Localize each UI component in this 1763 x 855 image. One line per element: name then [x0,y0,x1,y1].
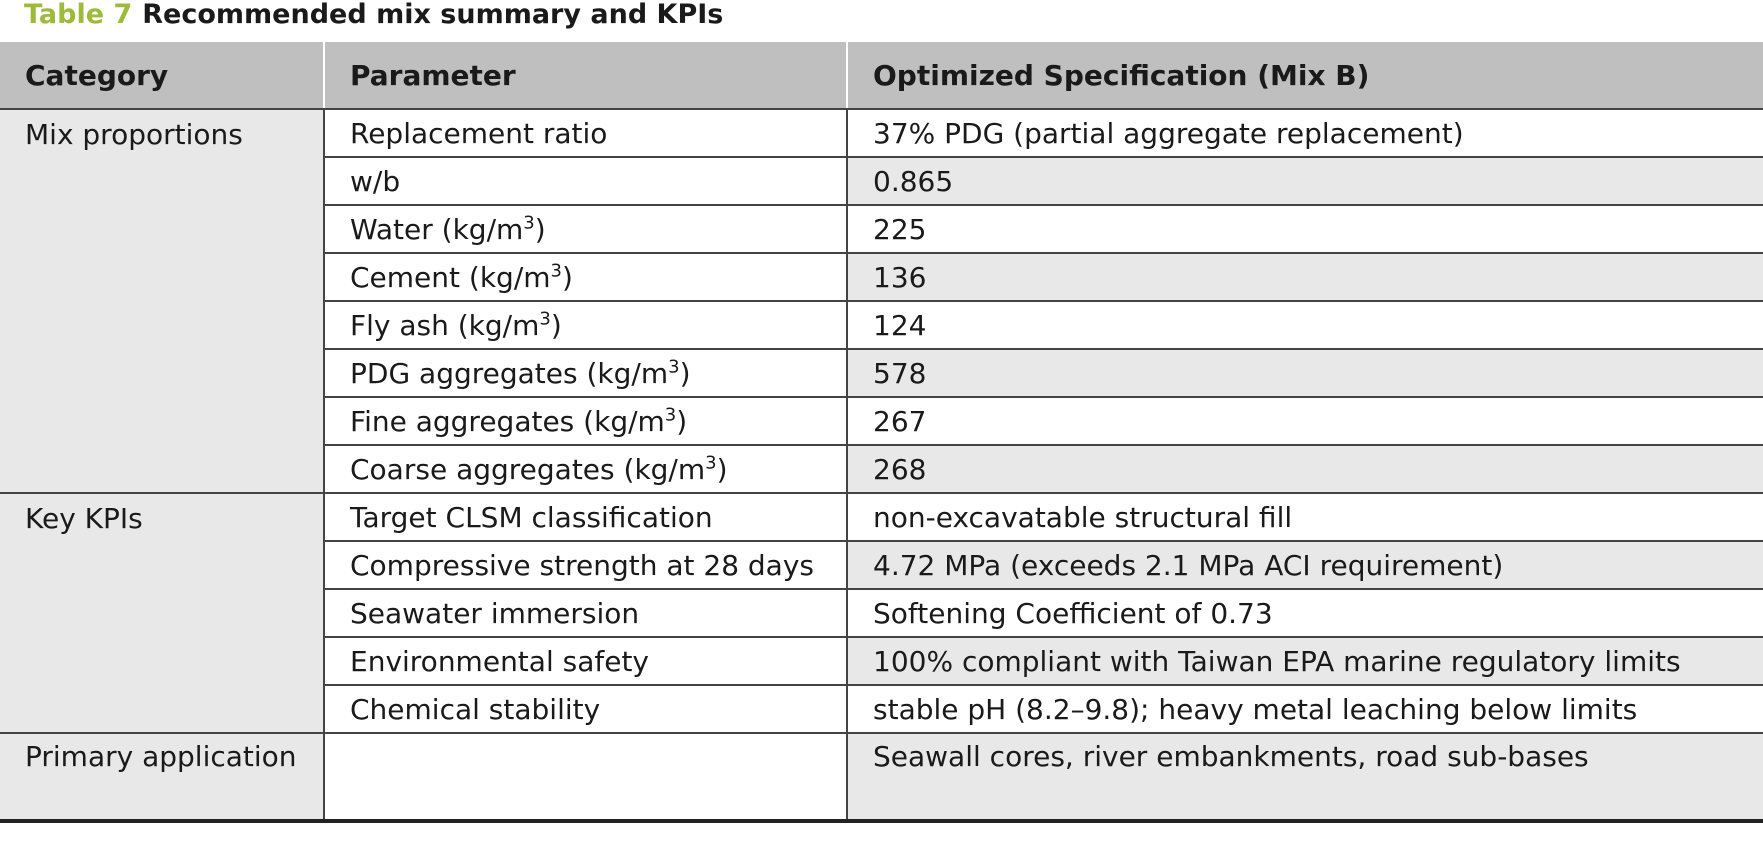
parameter-cell: Replacement ratio [323,109,847,158]
table-title: Recommended mix summary and KPIs [142,0,724,30]
specification-cell: 100% compliant with Taiwan EPA marine re… [846,637,1763,686]
parameter-text: Cement (kg/m [350,260,551,294]
table-row: Primary application Seawall cores, river … [0,733,1763,823]
specification-cell: 268 [846,445,1763,494]
specification-cell: 4.72 MPa (exceeds 2.1 MPa ACI requiremen… [846,541,1763,590]
parameter-cell: w/b [323,157,847,206]
header-category: Category [0,42,324,110]
mix-summary-table: Category Parameter Optimized Specificati… [0,42,1763,823]
table-row: Environmental safety 100% compliant with … [0,637,1763,686]
table-row: Cement (kg/m3) 136 [0,253,1763,302]
specification-cell: Softening Coefficient of 0.73 [846,589,1763,638]
table-body: Mix proportions Replacement ratio 37% PDG … [0,109,1763,823]
header-parameter: Parameter [323,42,847,110]
parameter-text: Chemical stability [350,692,601,726]
table-row: Key KPIs Target CLSM classification non-ex… [0,493,1763,734]
specification-cell: 37% PDG (partial aggregate replacement) [846,109,1763,158]
parameter-cell: Coarse aggregates (kg/m3) [323,445,847,494]
parameter-cell: Compressive strength at 28 days [323,541,847,590]
parameter-suffix: ) [679,356,691,390]
category-cell: Key KPIs [0,493,324,734]
table-row: Chemical stability stable pH (8.2–9.8); h… [0,685,1763,734]
header-specification: Optimized Specification (Mix B) [846,42,1763,110]
parameter-suffix: ) [550,308,562,342]
parameter-text: PDG aggregates (kg/m [350,356,669,390]
table-row: PDG aggregates (kg/m3) 578 [0,349,1763,398]
header-row: Category Parameter Optimized Specificati… [0,42,1763,110]
parameter-suffix: ) [676,404,688,438]
table-row: Fine aggregates (kg/m3) 267 [0,397,1763,446]
parameter-cell: Cement (kg/m3) [323,253,847,302]
table-row: Mix proportions Replacement ratio 37% PDG … [0,109,1763,494]
parameter-cell: Fly ash (kg/m3) [323,301,847,350]
specification-cell: 124 [846,301,1763,350]
parameter-cell: Chemical stability [323,685,847,734]
parameter-text: Coarse aggregates (kg/m [350,452,706,486]
parameter-text: Replacement ratio [350,116,608,150]
parameter-text: Fly ash (kg/m [350,308,540,342]
parameter-cell: Seawater immersion [323,589,847,638]
category-cell: Mix proportions [0,109,324,494]
table-caption: Table 7 Recommended mix summary and KPIs [24,0,723,36]
parameter-cell [323,733,847,823]
unit-exponent: 3 [550,260,562,282]
parameter-text: Water (kg/m [350,212,524,246]
specification-cell: 267 [846,397,1763,446]
unit-exponent: 3 [539,308,551,330]
unit-exponent: 3 [523,212,535,234]
table-row: Water (kg/m3) 225 [0,205,1763,254]
parameter-suffix: ) [561,260,573,294]
specification-cell: 225 [846,205,1763,254]
parameter-suffix: ) [534,212,546,246]
parameter-text: Compressive strength at 28 days [350,548,814,582]
unit-exponent: 3 [664,404,677,426]
parameter-cell: PDG aggregates (kg/m3) [323,349,847,398]
specification-cell: Seawall cores, river embankments, road s… [846,733,1763,823]
table-row: Fly ash (kg/m3) 124 [0,301,1763,350]
parameter-text: Fine aggregates (kg/m [350,404,665,438]
unit-exponent: 3 [705,452,717,474]
specification-cell: 578 [846,349,1763,398]
table-row: w/b 0.865 [0,157,1763,206]
category-cell: Primary application [0,733,324,823]
parameter-suffix: ) [716,452,728,486]
unit-exponent: 3 [668,356,680,378]
table-row: Coarse aggregates (kg/m3) 268 [0,445,1763,494]
parameter-text: Environmental safety [350,644,650,678]
specification-cell: stable pH (8.2–9.8); heavy metal leachin… [846,685,1763,734]
parameter-text: Target CLSM classification [350,500,713,534]
parameter-cell: Fine aggregates (kg/m3) [323,397,847,446]
table-number: Table 7 [24,0,133,30]
parameter-cell: Water (kg/m3) [323,205,847,254]
specification-cell: 0.865 [846,157,1763,206]
specification-cell: non-excavatable structural fill [846,493,1763,542]
specification-cell: 136 [846,253,1763,302]
parameter-text: w/b [350,164,401,198]
parameter-cell: Environmental safety [323,637,847,686]
parameter-cell: Target CLSM classification [323,493,847,542]
table-row: Seawater immersion Softening Coefficient … [0,589,1763,638]
table-row: Compressive strength at 28 days 4.72 MPa … [0,541,1763,590]
parameter-text: Seawater immersion [350,596,640,630]
